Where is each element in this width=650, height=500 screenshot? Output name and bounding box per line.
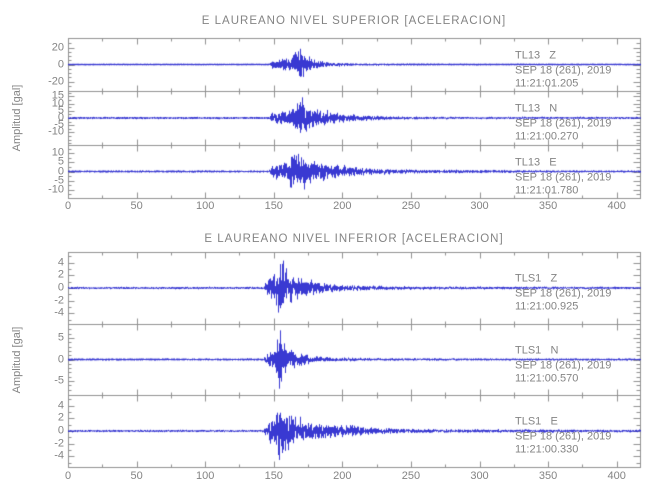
y-axis-label-inferior: Amplitud [gal] <box>11 326 23 394</box>
y-tick-label: -2 <box>54 437 64 450</box>
trace-date-label: SEP 18 (261), 2019 <box>515 64 612 76</box>
x-tick-label: 150 <box>264 200 283 212</box>
trace-station-label: TLS1 E <box>515 415 558 428</box>
x-tick-label: 250 <box>401 470 421 482</box>
trace-time-label: 11:21:00.570 <box>515 372 579 384</box>
trace-station-label: TL13 N <box>515 102 558 115</box>
y-tick-label: 0 <box>57 58 64 70</box>
panel-title-superior: E LAUREANO NIVEL SUPERIOR [ACELERACION] <box>201 15 507 27</box>
trace-time-label: 11:21:01.205 <box>515 77 579 89</box>
x-tick-label: 50 <box>130 470 143 482</box>
y-tick-label: -10 <box>48 125 64 138</box>
trace-date-label: SEP 18 (261), 2019 <box>515 430 612 443</box>
trace-time-label: 11:21:00.330 <box>515 443 579 456</box>
x-tick-label: 250 <box>401 200 421 212</box>
y-tick-label: 0 <box>57 165 64 177</box>
x-tick-label: 350 <box>538 200 558 212</box>
y-tick-label: 2 <box>57 268 64 281</box>
x-tick-label: 300 <box>470 470 489 482</box>
trace-time-label: 11:21:00.270 <box>515 130 579 143</box>
x-tick-label: 300 <box>470 200 489 212</box>
y-tick-label: 0 <box>57 281 64 294</box>
x-tick-label: 200 <box>333 470 352 482</box>
x-tick-label: 100 <box>195 470 215 482</box>
x-tick-label: 0 <box>64 470 72 482</box>
y-tick-label: -5 <box>54 374 64 387</box>
y-tick-label: -10 <box>48 183 64 196</box>
trace-time-label: 11:21:01.780 <box>515 184 579 196</box>
trace-date-label: SEP 18 (261), 2019 <box>515 287 612 300</box>
y-tick-label: 5 <box>57 155 64 168</box>
y-tick-label: 4 <box>57 256 64 269</box>
y-tick-label: 4 <box>57 399 64 412</box>
x-tick-label: 350 <box>538 470 558 482</box>
y-tick-label: 15 <box>51 89 64 102</box>
y-tick-label: 0 <box>57 424 64 437</box>
x-tick-label: 200 <box>333 200 352 212</box>
trace-date-label: SEP 18 (261), 2019 <box>515 117 612 130</box>
trace-station-label: TL13 E <box>515 156 557 168</box>
y-tick-label: -4 <box>54 306 64 319</box>
trace-station-label: TLS1 N <box>515 344 559 356</box>
y-tick-label: -20 <box>48 75 64 87</box>
x-tick-label: 400 <box>607 470 626 482</box>
y-tick-label: 0 <box>57 111 64 124</box>
trace-date-label: SEP 18 (261), 2019 <box>515 171 612 183</box>
y-tick-label: 5 <box>57 331 64 344</box>
y-tick-label: 10 <box>51 146 64 159</box>
y-tick-label: -2 <box>54 294 64 307</box>
y-tick-label: 10 <box>51 97 64 110</box>
x-tick-label: 0 <box>64 200 72 212</box>
trace-station-label: TL13 Z <box>515 49 556 61</box>
panel-title-inferior: E LAUREANO NIVEL INFERIOR [ACELERACION] <box>204 233 504 245</box>
x-tick-label: 50 <box>130 200 143 212</box>
y-tick-label: 20 <box>51 41 64 53</box>
trace-time-label: 11:21:00.925 <box>515 300 579 313</box>
x-tick-label: 100 <box>195 200 215 212</box>
x-tick-label: 400 <box>607 200 626 212</box>
x-tick-label: 150 <box>264 470 283 482</box>
y-tick-label: 2 <box>57 411 64 424</box>
y-tick-label: -5 <box>54 174 64 187</box>
y-axis-label-superior: Amplitud [gal] <box>11 84 23 152</box>
trace-date-label: SEP 18 (261), 2019 <box>515 359 612 371</box>
y-tick-label: 5 <box>57 104 64 117</box>
trace-station-label: TLS1 Z <box>515 272 558 285</box>
y-tick-label: 0 <box>57 353 64 365</box>
y-tick-label: -5 <box>54 118 64 131</box>
y-tick-label: -4 <box>54 449 64 462</box>
